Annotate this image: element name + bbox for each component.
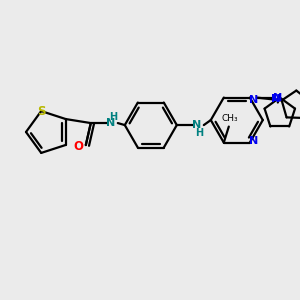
Text: N: N	[249, 94, 258, 105]
Text: N: N	[271, 94, 280, 104]
Text: N: N	[192, 120, 201, 130]
Text: H: H	[109, 112, 117, 122]
Text: H: H	[195, 128, 203, 138]
Text: O: O	[74, 140, 84, 153]
Text: N: N	[249, 136, 258, 146]
Text: S: S	[37, 105, 46, 118]
Text: CH₃: CH₃	[221, 114, 238, 123]
Text: N: N	[106, 118, 116, 128]
Text: N: N	[273, 93, 282, 103]
